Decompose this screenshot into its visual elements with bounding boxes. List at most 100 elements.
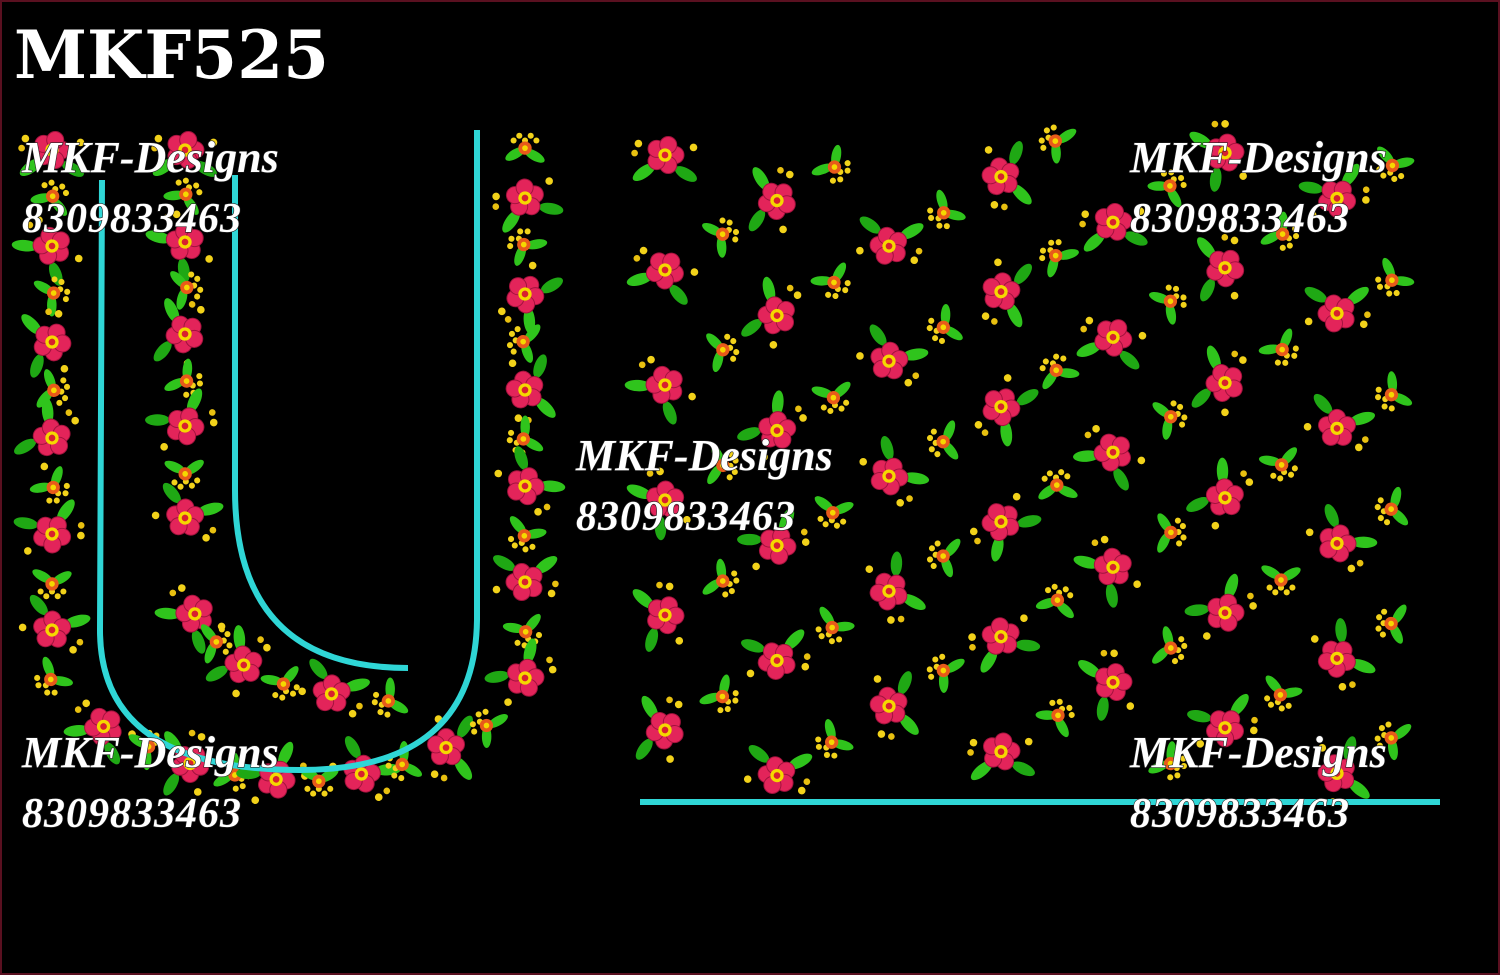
bud (974, 537, 981, 545)
bud (514, 326, 521, 333)
sprig-motif (926, 538, 961, 578)
bud (1381, 403, 1388, 410)
bud (304, 785, 311, 792)
small-center (50, 290, 57, 296)
flower-core (328, 690, 335, 698)
bud (833, 522, 840, 529)
bud (1272, 589, 1279, 596)
bud (1383, 519, 1391, 526)
bud (1283, 589, 1290, 596)
bud (209, 526, 217, 534)
small-center (522, 145, 528, 151)
flower-core (521, 674, 529, 682)
bud (829, 177, 836, 184)
bud (1240, 470, 1247, 477)
sprig-motif (926, 653, 965, 693)
bud (888, 733, 895, 740)
bud (1041, 475, 1048, 482)
leaf (1200, 278, 1215, 302)
bud (194, 293, 201, 300)
flower-core (521, 482, 529, 490)
bud (844, 280, 851, 287)
small-center (1389, 162, 1396, 169)
watermark-brand: MKF-Designs (21, 728, 279, 777)
sprig-motif (29, 466, 70, 504)
bud (1292, 225, 1299, 232)
bud (873, 675, 882, 683)
small-center (1055, 712, 1061, 719)
bud (62, 490, 69, 497)
bud (356, 702, 363, 710)
bud (887, 616, 895, 624)
sprig-motif (814, 496, 854, 529)
bud (1305, 528, 1314, 537)
bud (54, 310, 63, 318)
flower-core (1109, 448, 1117, 456)
leaf (233, 625, 246, 652)
sprig-motif (32, 569, 72, 600)
sprig-motif (502, 613, 543, 649)
bud (1289, 584, 1296, 591)
bud (724, 706, 731, 713)
bud (1230, 291, 1239, 300)
bud (74, 254, 83, 263)
flower-core (885, 472, 893, 480)
bud (1039, 255, 1046, 262)
small-center (1388, 735, 1395, 741)
bud (1304, 317, 1313, 326)
bud (1133, 580, 1141, 588)
leaf (1349, 411, 1375, 426)
bud (1053, 353, 1060, 360)
bud (1356, 559, 1364, 567)
bud (1282, 359, 1289, 366)
leaf (674, 166, 697, 182)
bud (209, 138, 218, 147)
flower-motif (236, 741, 309, 804)
leaf (654, 515, 667, 541)
leaf (1000, 419, 1013, 447)
bud (904, 378, 913, 387)
small-center (1167, 183, 1173, 189)
leaf (538, 480, 566, 493)
bud (1136, 207, 1145, 216)
leaf (457, 715, 473, 738)
bud (1051, 583, 1058, 590)
flower-motif (1304, 286, 1371, 333)
bud (1039, 365, 1046, 372)
flower-motif (11, 216, 83, 286)
bud (828, 638, 835, 645)
bud (527, 132, 534, 139)
bud (1374, 504, 1381, 511)
leaf (869, 324, 887, 346)
sprig-motif (36, 369, 71, 408)
flower-motif (151, 131, 218, 177)
small-center (831, 164, 838, 170)
flower-motif (1073, 535, 1141, 608)
leaf (154, 607, 182, 620)
flower-core (181, 238, 189, 246)
flower-motif (1073, 424, 1146, 491)
bud (994, 258, 1002, 267)
small-center (49, 193, 56, 200)
leaf (1324, 504, 1339, 528)
leaf (41, 398, 54, 425)
bud (1391, 175, 1398, 182)
bud (183, 391, 190, 398)
leaf (523, 638, 537, 665)
bud (1160, 170, 1167, 177)
small-center (183, 284, 190, 291)
bud (928, 545, 935, 552)
bud (508, 330, 515, 337)
leaf (787, 753, 813, 770)
small-center (182, 471, 189, 477)
bud (53, 497, 60, 504)
leaf (1216, 457, 1229, 485)
bud (638, 361, 646, 369)
flower-core (1109, 333, 1117, 341)
leaf (632, 163, 656, 182)
bud (1100, 649, 1108, 657)
flower-core (773, 312, 781, 319)
bud (646, 470, 654, 477)
design-code: MKF525 (14, 16, 329, 94)
bud (1178, 636, 1185, 643)
